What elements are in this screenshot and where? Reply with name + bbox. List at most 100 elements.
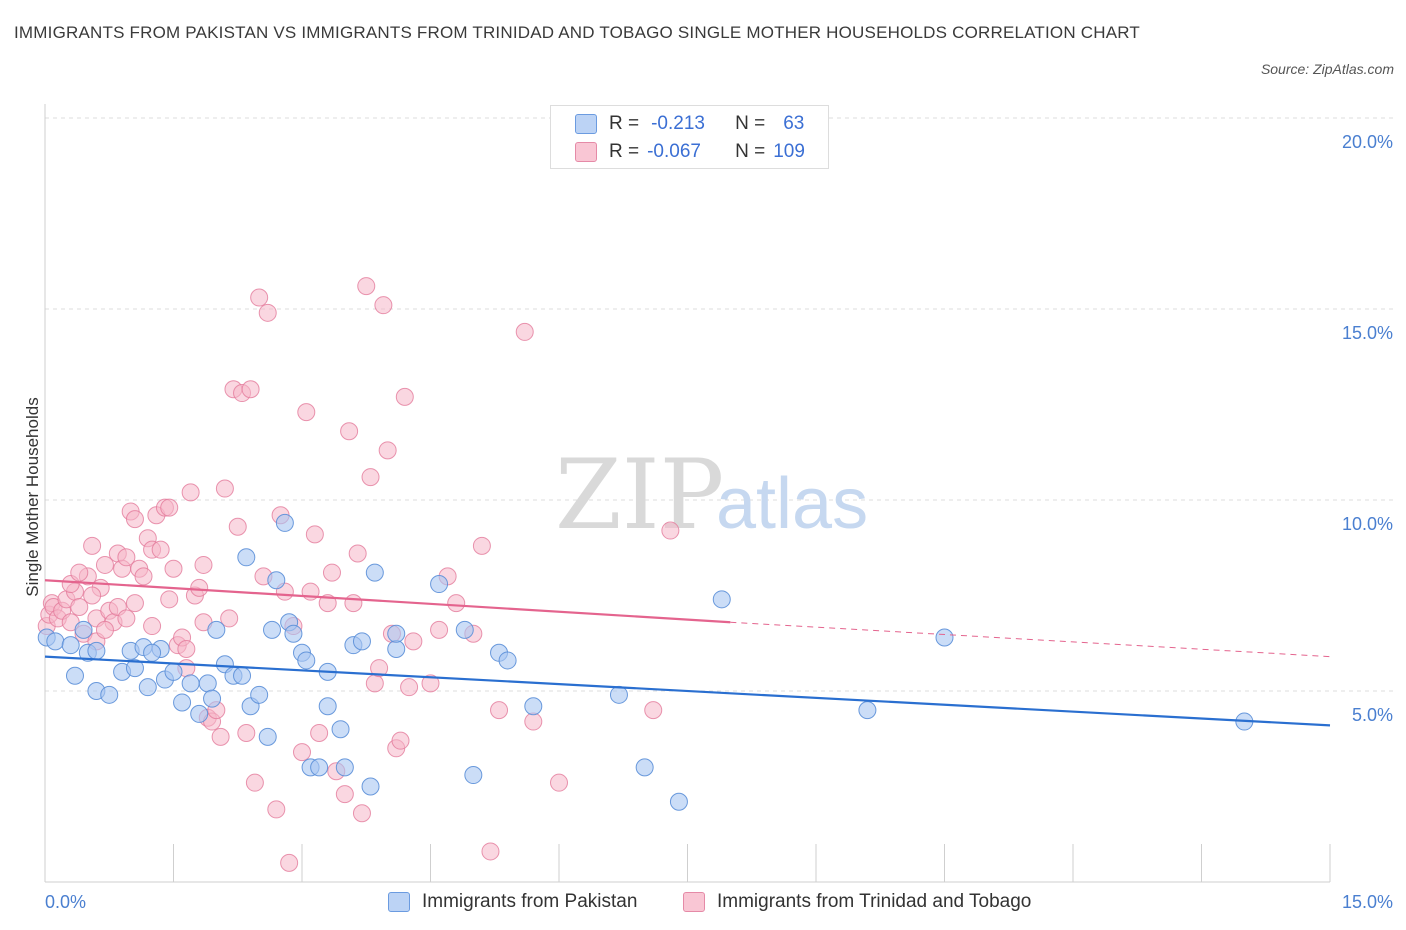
x-tick-label: 15.0% xyxy=(1342,892,1393,912)
data-point-pakistan xyxy=(365,563,384,582)
data-point-trinidad xyxy=(267,800,286,819)
data-point-trinidad xyxy=(357,277,376,296)
data-point-pakistan xyxy=(498,651,517,670)
legend-row-pakistan: R = -0.213 N = 63 xyxy=(575,112,804,136)
data-point-trinidad xyxy=(335,785,354,804)
data-point-trinidad xyxy=(293,743,311,762)
legend-r-label: R = xyxy=(609,113,640,134)
watermark-zip: ZIP xyxy=(555,439,724,551)
legend-r-label: R = xyxy=(609,141,640,162)
data-point-pakistan xyxy=(263,620,282,639)
data-point-trinidad xyxy=(661,521,680,540)
data-point-trinidad xyxy=(258,303,277,322)
data-point-pakistan xyxy=(524,697,543,716)
y-tick-label: 20.0% xyxy=(1342,132,1393,152)
data-point-trinidad xyxy=(361,468,380,487)
data-point-trinidad xyxy=(340,422,359,441)
data-point-trinidad xyxy=(143,617,162,636)
data-point-trinidad xyxy=(164,559,183,578)
x-tick-label: 0.0% xyxy=(45,892,86,912)
legend-swatch-trinidad xyxy=(683,892,705,912)
data-point-trinidad xyxy=(550,773,568,792)
data-point-trinidad xyxy=(220,609,239,628)
data-point-pakistan xyxy=(669,792,688,811)
data-point-trinidad xyxy=(181,483,200,502)
data-point-trinidad xyxy=(481,842,500,861)
data-point-pakistan xyxy=(935,628,954,647)
data-point-pakistan xyxy=(455,620,474,639)
data-point-pakistan xyxy=(335,758,354,777)
data-point-trinidad xyxy=(400,678,419,697)
data-point-trinidad xyxy=(430,620,449,639)
legend-swatch-pakistan xyxy=(388,892,410,912)
data-point-pakistan xyxy=(352,632,371,651)
series-pakistan-points xyxy=(37,513,1254,811)
data-point-trinidad xyxy=(151,540,170,559)
tick-labels: 5.0% 10.0% 15.0% 20.0% 0.0% 15.0% xyxy=(45,132,1393,912)
legend-n-value-pakistan: 63 xyxy=(783,113,805,134)
data-point-pakistan xyxy=(138,678,157,697)
data-point-trinidad xyxy=(134,567,153,586)
data-point-trinidad xyxy=(241,380,260,399)
data-point-pakistan xyxy=(635,758,654,777)
data-point-trinidad xyxy=(404,632,423,651)
legend-row-trinidad: R = -0.067 N = 109 xyxy=(575,140,805,164)
data-point-trinidad xyxy=(70,563,89,582)
data-point-pakistan xyxy=(164,662,183,681)
data-point-trinidad xyxy=(391,731,410,750)
data-point-pakistan xyxy=(46,632,65,651)
data-point-trinidad xyxy=(515,322,534,341)
data-point-pakistan xyxy=(361,777,380,796)
data-point-trinidad xyxy=(70,597,89,616)
series-trinidad-points xyxy=(37,277,680,872)
data-point-trinidad xyxy=(395,387,414,406)
data-point-trinidad xyxy=(297,403,316,422)
data-point-trinidad xyxy=(344,594,363,613)
data-point-trinidad xyxy=(245,773,264,792)
data-point-trinidad xyxy=(215,479,234,498)
data-point-trinidad xyxy=(352,804,371,823)
data-point-trinidad xyxy=(211,727,230,746)
data-point-pakistan xyxy=(233,666,252,685)
data-point-pakistan xyxy=(61,636,80,655)
data-point-pakistan xyxy=(464,766,483,785)
trend-line-pakistan xyxy=(44,655,1331,727)
data-point-trinidad xyxy=(447,594,466,613)
data-point-trinidad xyxy=(322,563,341,582)
data-point-trinidad xyxy=(280,853,299,872)
data-point-trinidad xyxy=(190,578,209,597)
trend-line-trinidad-extension xyxy=(730,621,1331,658)
data-point-trinidad xyxy=(378,441,397,460)
data-point-pakistan xyxy=(267,571,286,590)
data-point-pakistan xyxy=(237,548,256,567)
data-point-trinidad xyxy=(310,724,329,743)
data-point-trinidad xyxy=(117,548,136,567)
data-point-pakistan xyxy=(318,697,337,716)
data-point-trinidad xyxy=(490,701,509,720)
data-point-trinidad xyxy=(348,544,367,563)
data-point-trinidad xyxy=(237,724,256,743)
data-point-pakistan xyxy=(387,639,406,658)
data-point-pakistan xyxy=(297,651,316,670)
data-point-pakistan xyxy=(198,674,217,693)
data-point-pakistan xyxy=(331,720,350,739)
axes xyxy=(44,104,1331,883)
data-point-trinidad xyxy=(365,674,384,693)
data-point-pakistan xyxy=(181,674,200,693)
data-point-pakistan xyxy=(387,624,406,643)
correlation-legend: R = -0.213 N = 63 R = -0.067 N = 109 xyxy=(550,105,829,169)
legend-n-label: N = xyxy=(735,113,766,134)
data-point-pakistan xyxy=(275,513,294,532)
data-point-pakistan xyxy=(143,643,162,662)
data-point-trinidad xyxy=(524,712,543,731)
trend-lines xyxy=(44,579,1331,727)
data-point-pakistan xyxy=(125,659,144,678)
data-point-pakistan xyxy=(609,685,628,704)
data-point-trinidad xyxy=(472,536,491,555)
data-point-trinidad xyxy=(374,296,393,315)
chart-title: IMMIGRANTS FROM PAKISTAN VS IMMIGRANTS F… xyxy=(14,23,1141,42)
legend-item-pakistan: Immigrants from Pakistan xyxy=(388,888,637,916)
data-point-pakistan xyxy=(712,590,731,609)
data-point-trinidad xyxy=(228,517,247,536)
data-point-pakistan xyxy=(310,758,329,777)
